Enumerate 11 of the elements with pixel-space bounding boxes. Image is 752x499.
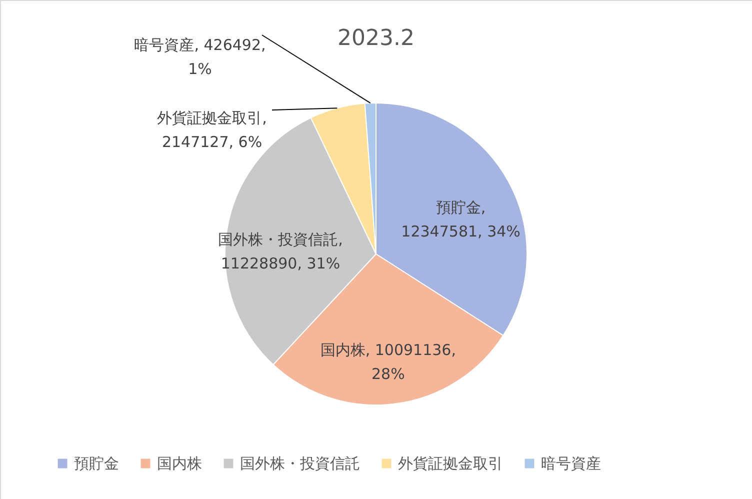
- data-label: 外貨証拠金取引, 2147127, 6%: [157, 109, 267, 151]
- legend-label: 国内株: [157, 454, 202, 473]
- data-label: 暗号資産, 426492, 1%: [134, 36, 266, 78]
- legend-label: 暗号資産: [541, 454, 601, 473]
- data-label: 国外株・投資信託, 11228890, 31%: [218, 230, 343, 272]
- chart-title: 2023.2: [338, 26, 414, 51]
- data-label: 預貯金, 12347581, 34%: [401, 198, 520, 241]
- data-label: 国内株, 10091136, 28%: [320, 340, 456, 383]
- legend-label: 外貨証拠金取引: [398, 454, 503, 473]
- legend-label: 預貯金: [74, 454, 119, 473]
- legend-label: 国外株・投資信託: [240, 454, 360, 473]
